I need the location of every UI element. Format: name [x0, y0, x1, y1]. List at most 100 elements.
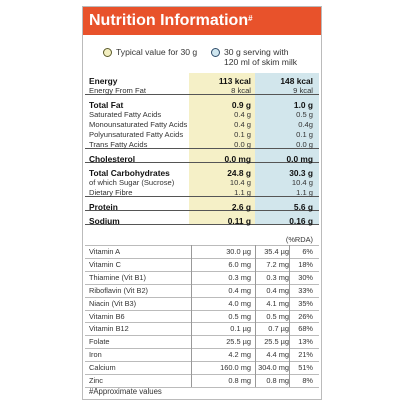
- rda-percent: 8%: [302, 376, 313, 385]
- rda-percent: 30%: [298, 272, 313, 282]
- nutrient-label: Saturated Fatty Acids: [89, 110, 162, 119]
- row-separator: [85, 196, 319, 197]
- serving-value: 0.4g: [298, 120, 313, 129]
- legend: Typical value for 30 g 30 g serving with…: [83, 37, 321, 73]
- table-row: Dietary Fibre 1.1 g 1.1 g: [85, 188, 319, 198]
- typical-value: 8 kcal: [231, 86, 251, 95]
- row-separator: [85, 94, 319, 95]
- table-row: Monounsaturated Fatty Acids 0.4 g 0.4g: [85, 120, 319, 130]
- table-row: Folate 25.5 µg 25.5 µg 13%: [85, 335, 319, 348]
- typical-value: 24.8 g: [227, 168, 251, 178]
- circle-icon: [211, 48, 220, 57]
- page-title: Nutrition Information#: [83, 7, 321, 35]
- nutrient-label: Vitamin B6: [89, 311, 125, 321]
- typical-value: 25.5 µg: [226, 337, 251, 347]
- typical-value: 10.4 g: [229, 178, 251, 187]
- table-row: Sodium 0.11 g 0.16 g: [85, 216, 319, 226]
- table-row: Total Fat 0.9 g 1.0 g: [85, 100, 319, 110]
- serving-value: 0.16 g: [289, 216, 313, 226]
- nutrient-label: Energy From Fat: [89, 86, 146, 95]
- rda-percent: 35%: [298, 298, 313, 308]
- table-row: Niacin (Vit B3) 4.0 mg 4.1 mg 35%: [85, 297, 319, 310]
- row-separator: [85, 257, 319, 259]
- serving-value: 4.4 mg: [266, 350, 289, 360]
- typical-value: 30.0 µg: [226, 247, 251, 256]
- nutrition-panel: Nutrition Information# Typical value for…: [82, 6, 322, 400]
- table-row: of which Sugar (Sucrose) 10.4 g 10.4 g: [85, 178, 319, 188]
- legend-typical-label: Typical value for 30 g: [116, 47, 198, 57]
- legend-typical: Typical value for 30 g: [103, 47, 197, 57]
- column-divider: [255, 245, 256, 387]
- row-separator: [85, 245, 319, 246]
- serving-value: 30.3 g: [289, 168, 313, 178]
- legend-serving-line1: 30 g serving with: [224, 47, 289, 57]
- row-separator: [85, 296, 319, 298]
- table-row: Polyunsaturated Fatty Acids 0.1 g 0.1 g: [85, 130, 319, 140]
- nutrient-label: Niacin (Vit B3): [89, 298, 137, 308]
- rda-header-row: (%RDA): [85, 233, 319, 246]
- row-separator: [85, 283, 319, 285]
- row-separator: [85, 322, 319, 324]
- serving-value: 0.7 µg: [268, 324, 289, 334]
- rda-header: (%RDA): [285, 235, 313, 244]
- nutrient-label: Sodium: [89, 216, 120, 226]
- nutrient-label: Calcium: [89, 363, 116, 373]
- nutrient-label: Protein: [89, 202, 118, 212]
- nutrient-label: Riboflavin (Vit B2): [89, 285, 149, 295]
- nutrient-label: Total Fat: [89, 100, 124, 110]
- typical-value: 0.0 mg: [224, 154, 251, 164]
- table-row: Protein 2.6 g 5.6 g: [85, 202, 319, 212]
- typical-value: 0.3 mg: [228, 272, 251, 282]
- column-divider: [191, 245, 192, 387]
- rda-percent: 18%: [298, 259, 313, 269]
- title-mark: #: [248, 14, 253, 23]
- nutrient-label: Trans Fatty Acids: [89, 140, 148, 149]
- table-row: Zinc 0.8 mg 0.8 mg 8%: [85, 374, 319, 387]
- serving-value: 0.5 g: [296, 110, 313, 119]
- typical-value: 0.11 g: [227, 216, 251, 226]
- typical-value: 160.0 mg: [220, 363, 251, 373]
- serving-value: 0.0 g: [296, 140, 313, 149]
- row-separator: [85, 361, 319, 363]
- typical-value: 0.1 g: [234, 130, 251, 139]
- rda-percent: 21%: [298, 350, 313, 360]
- serving-value: 1.0 g: [293, 100, 313, 110]
- column-divider: [289, 245, 290, 387]
- typical-value: 0.1 µg: [230, 324, 251, 334]
- row-separator: [85, 148, 319, 149]
- legend-serving-label: 30 g serving with 120 ml of skim milk: [224, 47, 297, 67]
- nutrient-label: Monounsaturated Fatty Acids: [89, 120, 188, 129]
- typical-value: 4.0 mg: [228, 298, 251, 308]
- serving-value: 0.1 g: [296, 130, 313, 139]
- row-separator: [85, 335, 319, 337]
- table-row: Cholesterol 0.0 mg 0.0 mg: [85, 154, 319, 164]
- typical-value: 113 kcal: [218, 76, 251, 86]
- table-row: Vitamin B6 0.5 mg 0.5 mg 26%: [85, 310, 319, 323]
- serving-value: 0.0 mg: [286, 154, 313, 164]
- nutrient-label: Vitamin B12: [89, 324, 129, 334]
- row-separator: [85, 386, 319, 388]
- typical-value: 0.4 g: [234, 110, 251, 119]
- serving-value: 5.6 g: [293, 202, 313, 212]
- serving-value: 0.5 mg: [266, 311, 289, 321]
- typical-column-bg: [189, 73, 255, 225]
- nutrient-label: Thiamine (Vit B1): [89, 272, 146, 282]
- table-row: Vitamin C 6.0 mg 7.2 mg 18%: [85, 258, 319, 271]
- serving-value: 0.8 mg: [266, 376, 289, 385]
- serving-value: 148 kcal: [280, 76, 313, 86]
- serving-value: 25.5 µg: [264, 337, 289, 347]
- nutrient-label: Vitamin C: [89, 259, 121, 269]
- typical-value: 0.0 g: [234, 140, 251, 149]
- row-separator: [85, 374, 319, 375]
- serving-value: 1.1 g: [296, 188, 313, 197]
- row-separator: [85, 162, 319, 163]
- nutrient-label: Vitamin A: [89, 247, 121, 256]
- typical-value: 2.6 g: [231, 202, 251, 212]
- table-row: Vitamin A 30.0 µg 35.4 µg 6%: [85, 245, 319, 258]
- row-separator: [85, 348, 319, 350]
- serving-value: 0.4 mg: [266, 285, 289, 295]
- rda-percent: 33%: [298, 285, 313, 295]
- rda-percent: 6%: [302, 247, 313, 256]
- row-separator: [85, 270, 319, 272]
- typical-value: 0.4 g: [234, 120, 251, 129]
